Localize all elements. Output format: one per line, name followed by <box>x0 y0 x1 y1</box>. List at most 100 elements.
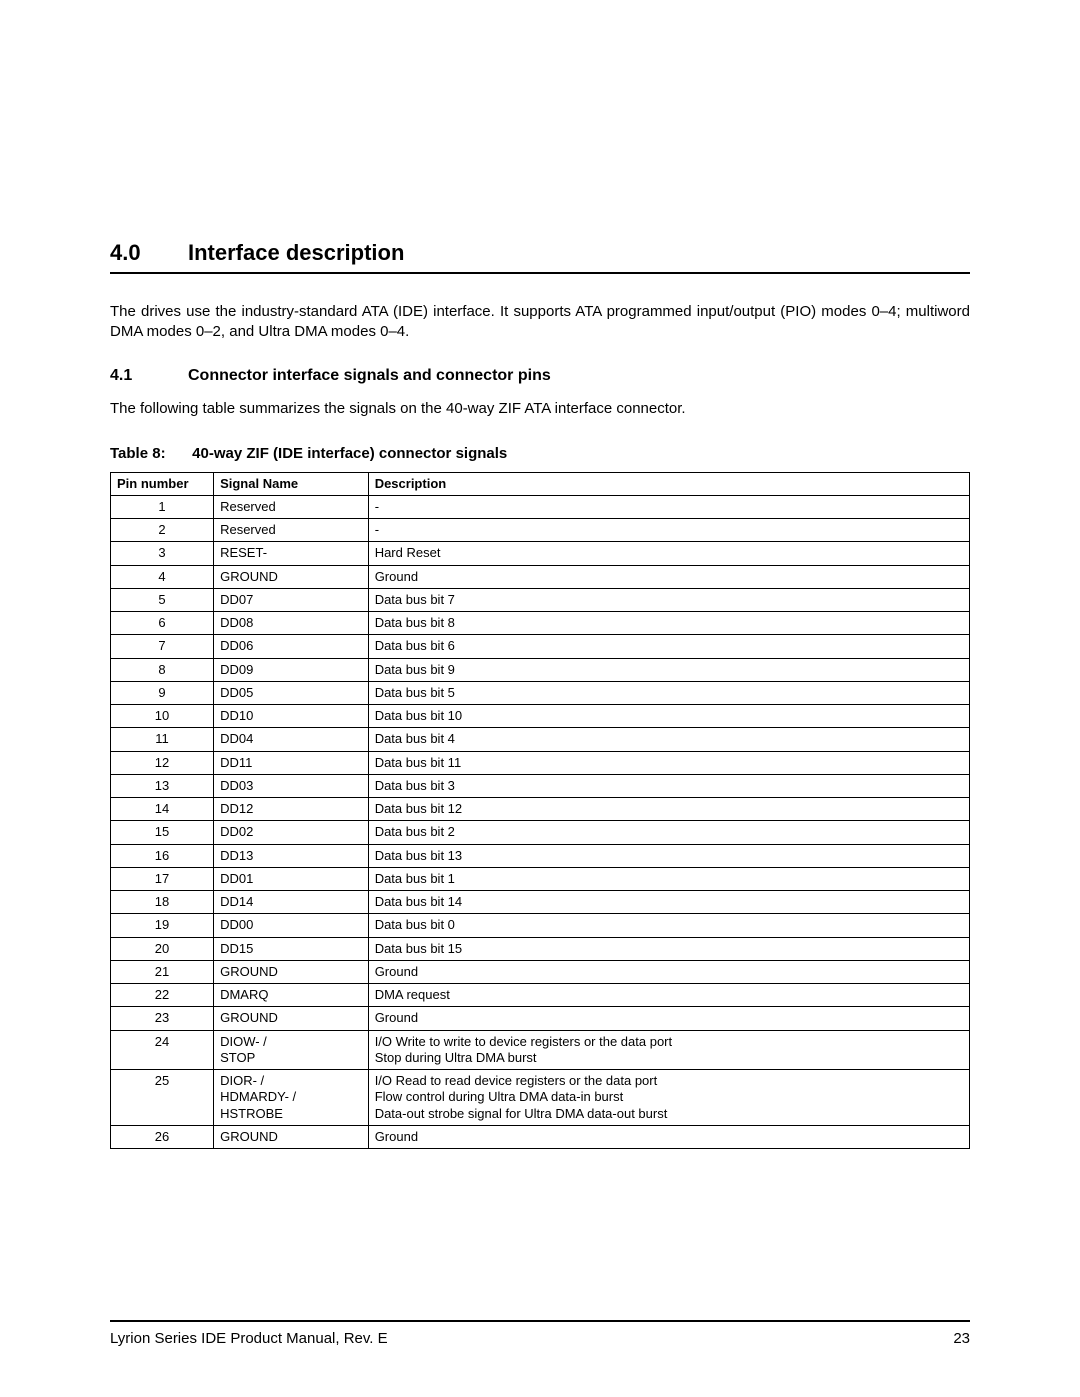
signals-table: Pin number Signal Name Description 1Rese… <box>110 472 970 1150</box>
table-row: 18DD14Data bus bit 14 <box>111 891 970 914</box>
cell-signal: DD03 <box>214 774 369 797</box>
cell-signal: DMARQ <box>214 984 369 1007</box>
table-label: Table 8: <box>110 445 188 462</box>
table-row: 13DD03Data bus bit 3 <box>111 774 970 797</box>
cell-pin: 12 <box>111 751 214 774</box>
subsection-title: Connector interface signals and connecto… <box>188 367 551 385</box>
cell-signal: DD01 <box>214 867 369 890</box>
cell-pin: 6 <box>111 612 214 635</box>
table-title: 40-way ZIF (IDE interface) connector sig… <box>192 445 507 462</box>
table-row: 20DD15Data bus bit 15 <box>111 937 970 960</box>
cell-signal: DD14 <box>214 891 369 914</box>
cell-signal: DD08 <box>214 612 369 635</box>
cell-pin: 7 <box>111 635 214 658</box>
cell-description: - <box>368 519 969 542</box>
cell-description: Data bus bit 1 <box>368 867 969 890</box>
cell-signal: GROUND <box>214 1007 369 1030</box>
col-header-description: Description <box>368 472 969 495</box>
cell-pin: 24 <box>111 1030 214 1070</box>
cell-description: Data bus bit 9 <box>368 658 969 681</box>
cell-pin: 3 <box>111 542 214 565</box>
cell-description: Data bus bit 3 <box>368 774 969 797</box>
cell-signal: GROUND <box>214 1125 369 1148</box>
cell-signal: DD04 <box>214 728 369 751</box>
cell-description: Ground <box>368 565 969 588</box>
cell-description: Ground <box>368 1125 969 1148</box>
cell-signal: DIOW- / STOP <box>214 1030 369 1070</box>
footer-page-number: 23 <box>953 1330 970 1347</box>
cell-pin: 2 <box>111 519 214 542</box>
cell-signal: DD12 <box>214 798 369 821</box>
section-title: Interface description <box>188 240 970 266</box>
cell-pin: 21 <box>111 960 214 983</box>
cell-description: I/O Write to write to device registers o… <box>368 1030 969 1070</box>
table-row: 23GROUNDGround <box>111 1007 970 1030</box>
cell-signal: DD13 <box>214 844 369 867</box>
cell-pin: 8 <box>111 658 214 681</box>
cell-signal: DD05 <box>214 681 369 704</box>
cell-signal: DD15 <box>214 937 369 960</box>
table-row: 5DD07Data bus bit 7 <box>111 588 970 611</box>
cell-pin: 14 <box>111 798 214 821</box>
cell-signal: GROUND <box>214 960 369 983</box>
table-row: 10DD10Data bus bit 10 <box>111 705 970 728</box>
section-number: 4.0 <box>110 240 188 266</box>
cell-description: Ground <box>368 960 969 983</box>
cell-description: Data bus bit 0 <box>368 914 969 937</box>
table-row: 4GROUNDGround <box>111 565 970 588</box>
table-row: 19DD00Data bus bit 0 <box>111 914 970 937</box>
table-row: 14DD12Data bus bit 12 <box>111 798 970 821</box>
cell-description: Data bus bit 6 <box>368 635 969 658</box>
cell-signal: DIOR- / HDMARDY- / HSTROBE <box>214 1070 369 1126</box>
cell-signal: DD11 <box>214 751 369 774</box>
col-header-signal: Signal Name <box>214 472 369 495</box>
table-row: 8DD09Data bus bit 9 <box>111 658 970 681</box>
table-row: 2Reserved- <box>111 519 970 542</box>
cell-description: Data bus bit 12 <box>368 798 969 821</box>
table-row: 22DMARQDMA request <box>111 984 970 1007</box>
cell-signal: RESET- <box>214 542 369 565</box>
cell-pin: 26 <box>111 1125 214 1148</box>
table-row: 6DD08Data bus bit 8 <box>111 612 970 635</box>
cell-description: Data bus bit 13 <box>368 844 969 867</box>
cell-description: - <box>368 495 969 518</box>
cell-description: Data bus bit 10 <box>368 705 969 728</box>
cell-signal: DD09 <box>214 658 369 681</box>
table-row: 15DD02Data bus bit 2 <box>111 821 970 844</box>
cell-pin: 25 <box>111 1070 214 1126</box>
cell-signal: DD06 <box>214 635 369 658</box>
table-row: 1Reserved- <box>111 495 970 518</box>
page-footer: Lyrion Series IDE Product Manual, Rev. E… <box>110 1320 970 1347</box>
cell-pin: 23 <box>111 1007 214 1030</box>
cell-signal: Reserved <box>214 519 369 542</box>
table-row: 12DD11Data bus bit 11 <box>111 751 970 774</box>
cell-pin: 19 <box>111 914 214 937</box>
col-header-pin: Pin number <box>111 472 214 495</box>
table-row: 16DD13Data bus bit 13 <box>111 844 970 867</box>
cell-description: Data bus bit 7 <box>368 588 969 611</box>
cell-pin: 16 <box>111 844 214 867</box>
page: 4.0 Interface description The drives use… <box>0 0 1080 1397</box>
cell-signal: DD00 <box>214 914 369 937</box>
cell-description: DMA request <box>368 984 969 1007</box>
cell-pin: 15 <box>111 821 214 844</box>
cell-description: Data bus bit 8 <box>368 612 969 635</box>
table-row: 25DIOR- / HDMARDY- / HSTROBEI/O Read to … <box>111 1070 970 1126</box>
cell-signal: DD10 <box>214 705 369 728</box>
cell-pin: 11 <box>111 728 214 751</box>
cell-signal: DD02 <box>214 821 369 844</box>
cell-signal: GROUND <box>214 565 369 588</box>
table-caption: Table 8: 40-way ZIF (IDE interface) conn… <box>110 445 970 462</box>
footer-left: Lyrion Series IDE Product Manual, Rev. E <box>110 1330 388 1347</box>
cell-pin: 10 <box>111 705 214 728</box>
subsection-heading: 4.1 Connector interface signals and conn… <box>110 367 970 385</box>
cell-description: Hard Reset <box>368 542 969 565</box>
cell-pin: 1 <box>111 495 214 518</box>
cell-description: Data bus bit 2 <box>368 821 969 844</box>
cell-pin: 17 <box>111 867 214 890</box>
table-row: 26GROUNDGround <box>111 1125 970 1148</box>
cell-description: I/O Read to read device registers or the… <box>368 1070 969 1126</box>
cell-pin: 18 <box>111 891 214 914</box>
table-row: 9DD05Data bus bit 5 <box>111 681 970 704</box>
cell-pin: 22 <box>111 984 214 1007</box>
